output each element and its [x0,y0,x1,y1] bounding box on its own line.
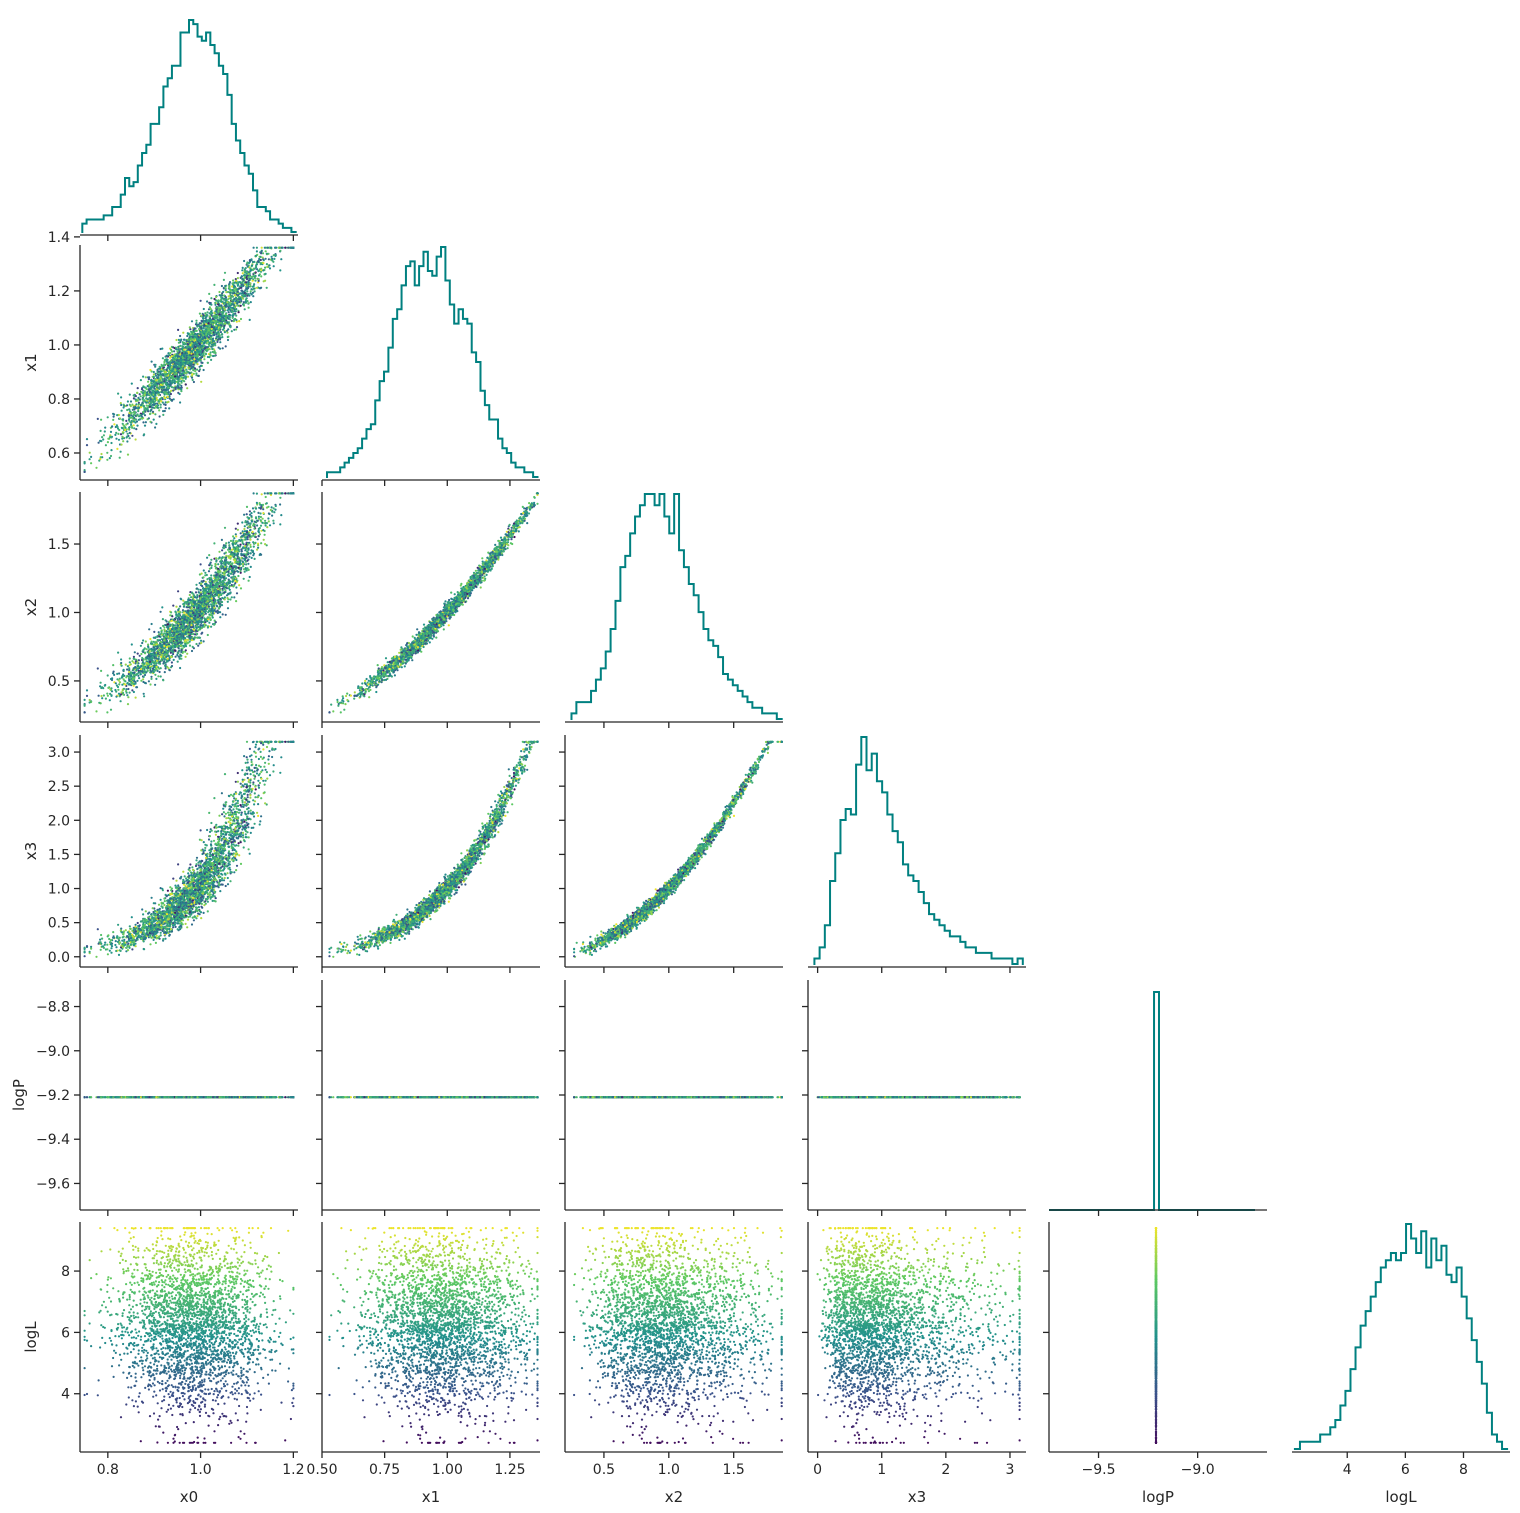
scatter-point [135,438,137,440]
scatter-point [114,434,116,436]
scatter-point [194,370,196,372]
scatter-point [107,441,109,443]
scatter-point [165,407,167,409]
scatter-point [133,427,135,429]
scatter-point [227,339,229,341]
scatter-point [154,366,156,368]
scatter-point [186,387,188,389]
scatter-point [125,420,127,422]
scatter-point [177,329,179,331]
scatter-point [199,366,201,368]
scatter-point [106,459,108,461]
scatter-point [110,449,112,451]
scatter-point [90,456,92,458]
scatter-point [86,438,88,440]
scatter-point [126,409,128,411]
scatter-point [193,381,195,383]
scatter-point [252,295,254,297]
scatter-point [195,320,197,322]
scatter-point [162,357,164,359]
scatter-point [136,425,138,427]
scatter-point [210,351,212,353]
scatter-point [258,274,260,276]
scatter-point [242,272,244,274]
scatter-point [153,371,155,373]
scatter-point [224,272,226,274]
scatter-point [100,453,102,455]
scatter-point [186,335,188,337]
scatter-point [268,258,270,260]
scatter-layer [84,247,1158,1444]
scatter-point [216,341,218,343]
scatter-point [225,289,227,291]
scatter-point [199,313,201,315]
scatter-point [125,423,127,425]
scatter-point [122,440,124,442]
scatter-point [137,387,139,389]
corner-plot: 0.60.81.01.21.40.51.01.50.00.51.01.52.02… [0,0,1520,1513]
scatter-point [113,423,115,425]
scatter-point [131,404,133,406]
panel-x0-x1 [84,247,295,473]
scatter-point [120,451,122,453]
scatter-point [182,332,184,334]
scatter-point [265,250,267,252]
scatter-point [253,261,255,263]
scatter-point [227,336,229,338]
scatter-point [146,404,148,406]
scatter-point [256,247,258,249]
